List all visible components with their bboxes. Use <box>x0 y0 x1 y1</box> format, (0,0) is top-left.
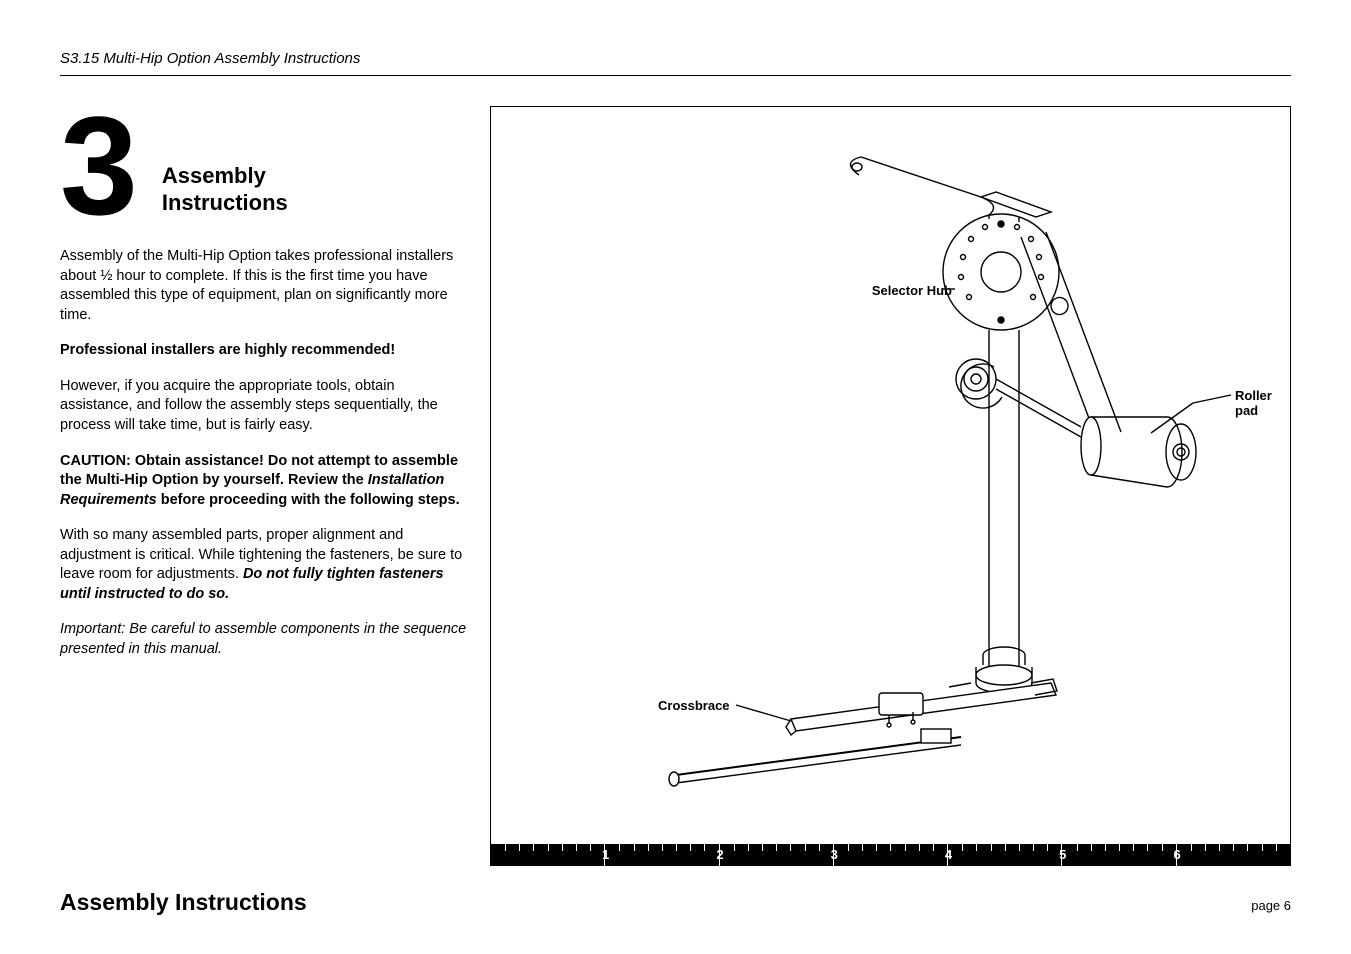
ruler-minor-tick <box>676 844 677 851</box>
ruler-segment: 2 <box>604 844 718 866</box>
callout-selector-hub: Selector Hub <box>867 283 952 298</box>
ruler-minor-tick <box>576 844 577 851</box>
ruler-minor-tick <box>862 844 863 851</box>
ruler-segment: 3 <box>719 844 833 866</box>
ruler-segment: 1 <box>491 844 604 866</box>
ruler-minor-tick <box>991 844 992 851</box>
ruler-minor-tick <box>1191 844 1192 851</box>
ruler-minor-tick <box>1205 844 1206 851</box>
paragraph-however: However, if you acquire the appropriate … <box>60 377 470 436</box>
ruler-minor-tick <box>919 844 920 851</box>
ruler-minor-tick <box>662 844 663 851</box>
ruler-minor-tick <box>1105 844 1106 851</box>
ruler-minor-tick <box>505 844 506 851</box>
footer-page-number: page 6 <box>1251 898 1291 913</box>
ruler-minor-tick <box>1276 844 1277 851</box>
ruler-label: 4 <box>945 847 952 862</box>
paragraph-caution: CAUTION: Obtain assistance! Do not attem… <box>60 452 470 511</box>
ruler-minor-tick <box>1162 844 1163 851</box>
callout-crossbrace: Crossbrace <box>658 698 730 713</box>
ruler-minor-tick <box>562 844 563 851</box>
ruler-minor-tick <box>1233 844 1234 851</box>
ruler-segment: 5 <box>947 844 1061 866</box>
assembly-diagram <box>491 107 1311 845</box>
paragraph-important: Important: Be careful to assemble compon… <box>60 620 470 659</box>
top-rule <box>60 75 1291 76</box>
ruler-minor-tick <box>648 844 649 851</box>
ruler-label: 5 <box>1059 847 1066 862</box>
ruler-segment: 6 <box>1061 844 1175 866</box>
paragraph-recommend: Professional installers are highly recom… <box>60 341 470 361</box>
ruler-minor-tick <box>876 844 877 851</box>
ruler-minor-tick <box>704 844 705 851</box>
ruler-minor-tick <box>848 844 849 851</box>
ruler-minor-tick <box>619 844 620 851</box>
ruler-minor-tick <box>962 844 963 851</box>
ruler-minor-tick <box>1133 844 1134 851</box>
ruler-minor-tick <box>590 844 591 851</box>
figure-column: Selector Hub Roller pad Crossbrace 12345… <box>490 106 1291 866</box>
ruler-minor-tick <box>548 844 549 851</box>
scale-ruler: 123456 <box>491 844 1290 866</box>
ruler-label: 6 <box>1173 847 1180 862</box>
section-title-line2: Instructions <box>162 190 288 215</box>
ruler-minor-tick <box>690 844 691 851</box>
ruler-minor-tick <box>1019 844 1020 851</box>
section-number: 3 <box>60 106 132 225</box>
ruler-segment <box>1176 844 1290 866</box>
ruler-minor-tick <box>1077 844 1078 851</box>
caution-text-c: before proceeding with the following ste… <box>157 492 460 508</box>
ruler-minor-tick <box>1033 844 1034 851</box>
paragraph-alignment: With so many assembled parts, proper ali… <box>60 526 470 604</box>
ruler-label: 1 <box>602 847 609 862</box>
ruler-minor-tick <box>1005 844 1006 851</box>
ruler-minor-tick <box>976 844 977 851</box>
page-footer: Assembly Instructions page 6 <box>60 889 1291 916</box>
ruler-minor-tick <box>1047 844 1048 851</box>
section-title-line1: Assembly <box>162 163 266 188</box>
ruler-minor-tick <box>634 844 635 851</box>
ruler-minor-tick <box>819 844 820 851</box>
content-row: 3 Assembly Instructions Assembly of the … <box>60 106 1291 866</box>
page-container: S3.15 Multi-Hip Option Assembly Instruct… <box>0 0 1351 954</box>
ruler-minor-tick <box>776 844 777 851</box>
ruler-minor-tick <box>1119 844 1120 851</box>
ruler-minor-tick <box>1147 844 1148 851</box>
text-column: 3 Assembly Instructions Assembly of the … <box>60 106 470 866</box>
ruler-segment: 4 <box>833 844 947 866</box>
ruler-label: 3 <box>831 847 838 862</box>
ruler-minor-tick <box>734 844 735 851</box>
footer-title: Assembly Instructions <box>60 889 307 916</box>
ruler-minor-tick <box>1091 844 1092 851</box>
ruler-minor-tick <box>933 844 934 851</box>
paragraph-intro: Assembly of the Multi-Hip Option takes p… <box>60 247 470 325</box>
ruler-minor-tick <box>519 844 520 851</box>
ruler-minor-tick <box>762 844 763 851</box>
ruler-minor-tick <box>1247 844 1248 851</box>
running-head: S3.15 Multi-Hip Option Assembly Instruct… <box>60 50 1291 67</box>
ruler-minor-tick <box>905 844 906 851</box>
ruler-minor-tick <box>805 844 806 851</box>
section-header: 3 Assembly Instructions <box>60 106 470 225</box>
ruler-minor-tick <box>1219 844 1220 851</box>
ruler-minor-tick <box>890 844 891 851</box>
ruler-minor-tick <box>790 844 791 851</box>
section-title: Assembly Instructions <box>162 163 288 216</box>
ruler-minor-tick <box>1262 844 1263 851</box>
ruler-minor-tick <box>533 844 534 851</box>
ruler-minor-tick <box>748 844 749 851</box>
ruler-label: 2 <box>716 847 723 862</box>
figure-frame: Selector Hub Roller pad Crossbrace 12345… <box>490 106 1291 866</box>
callout-roller-pad: Roller pad <box>1235 388 1290 418</box>
